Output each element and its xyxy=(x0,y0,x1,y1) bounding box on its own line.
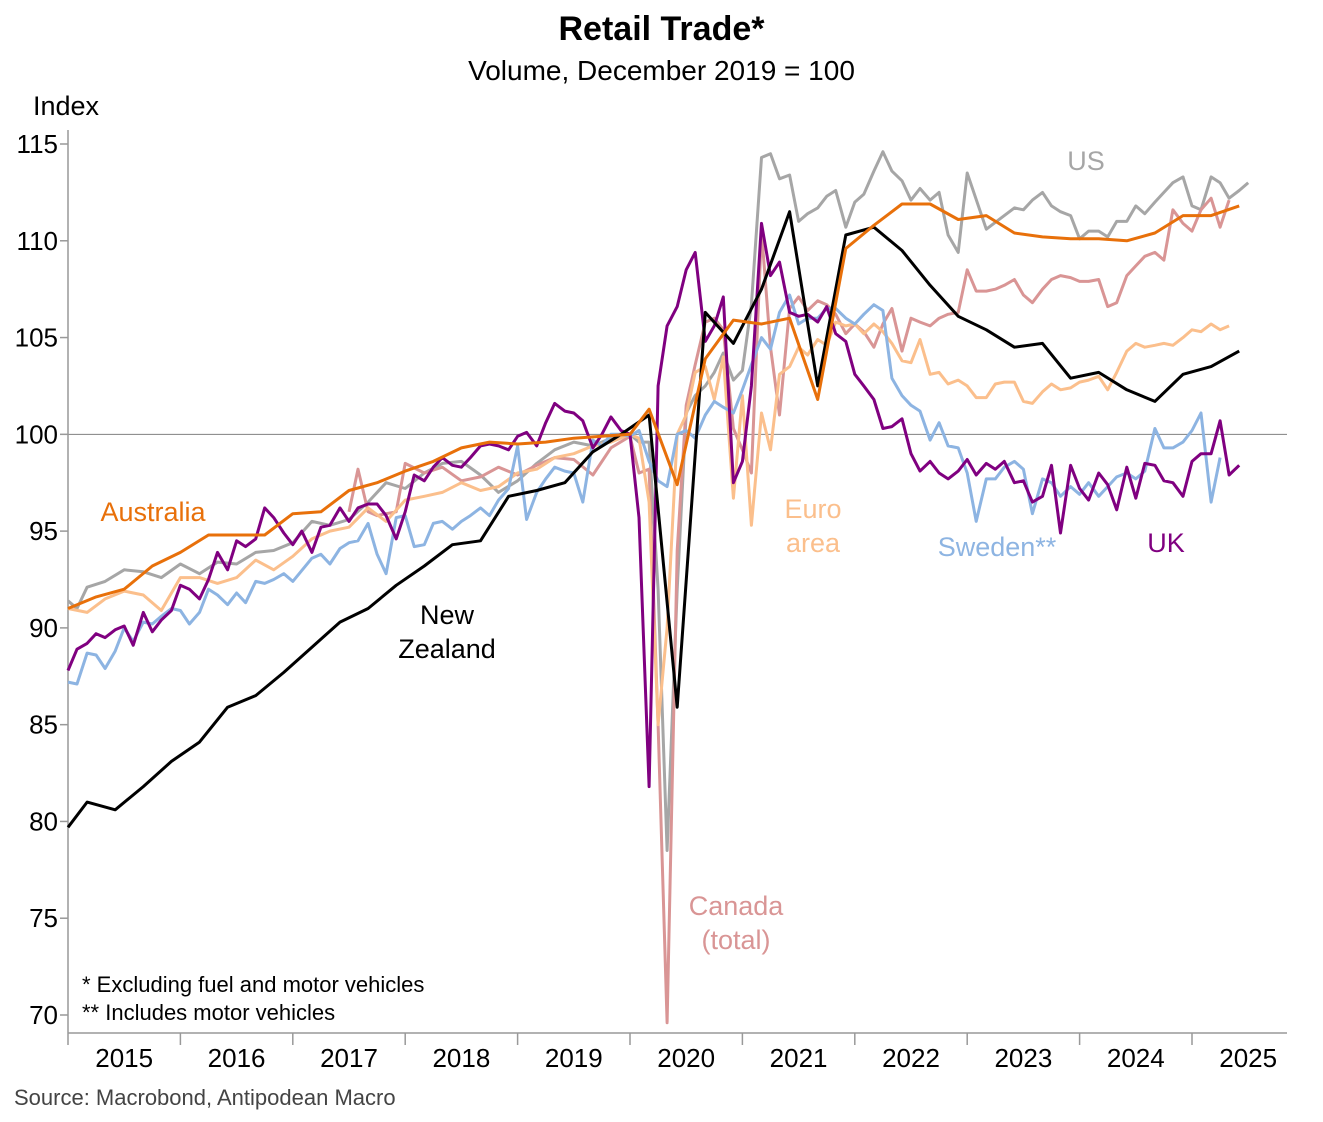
series-line-australia xyxy=(67,202,1240,610)
y-tick-label: 90 xyxy=(29,613,58,643)
source-note: Source: Macrobond, Antipodean Macro xyxy=(14,1085,396,1110)
x-tick-label: 2017 xyxy=(320,1043,378,1073)
y-tick-label: 85 xyxy=(29,710,58,740)
x-tick-label: 2018 xyxy=(432,1043,490,1073)
series-label-euro-area: Euro area xyxy=(784,494,842,558)
y-tick-label: 95 xyxy=(29,516,58,546)
series-line-new-zealand xyxy=(66,210,1240,829)
footnote-2: ** Includes motor vehicles xyxy=(82,1000,336,1025)
x-tick-label: 2023 xyxy=(994,1043,1052,1073)
series-label-canada: Canada (total) xyxy=(688,891,784,955)
y-tick-label: 70 xyxy=(29,1000,58,1030)
x-tick-label: 2021 xyxy=(770,1043,828,1073)
y-tick-label: 75 xyxy=(29,903,58,933)
y-tick-label: 100 xyxy=(15,419,58,449)
x-tick-label: 2019 xyxy=(545,1043,603,1073)
series-line-sweden xyxy=(67,293,1222,686)
x-tick-label: 2020 xyxy=(657,1043,715,1073)
series-line-euro-area xyxy=(67,320,1230,727)
y-tick-label: 105 xyxy=(15,323,58,353)
series-line-uk xyxy=(66,221,1241,789)
x-tick-label: 2025 xyxy=(1219,1043,1277,1073)
y-axis-label: Index xyxy=(33,91,100,121)
y-tick-label: 110 xyxy=(17,226,58,256)
series-label-sweden: Sweden** xyxy=(937,532,1057,562)
series-label-uk: UK xyxy=(1147,528,1185,558)
y-tick-label: 80 xyxy=(29,806,58,836)
x-tick-label: 2016 xyxy=(208,1043,266,1073)
series-label-new-zealand: New Zealand xyxy=(398,600,496,664)
x-tick-label: 2024 xyxy=(1107,1043,1165,1073)
series-label-australia: Australia xyxy=(100,497,206,527)
chart-title: Retail Trade* xyxy=(558,10,765,48)
chart-subtitle: Volume, December 2019 = 100 xyxy=(468,55,855,86)
footnote-1: * Excluding fuel and motor vehicles xyxy=(82,972,425,997)
series-line-us xyxy=(67,150,1250,852)
y-tick-label: 115 xyxy=(17,129,58,159)
series-label-us: US xyxy=(1067,146,1105,176)
x-tick-label: 2015 xyxy=(95,1043,153,1073)
x-tick-label: 2022 xyxy=(882,1043,940,1073)
